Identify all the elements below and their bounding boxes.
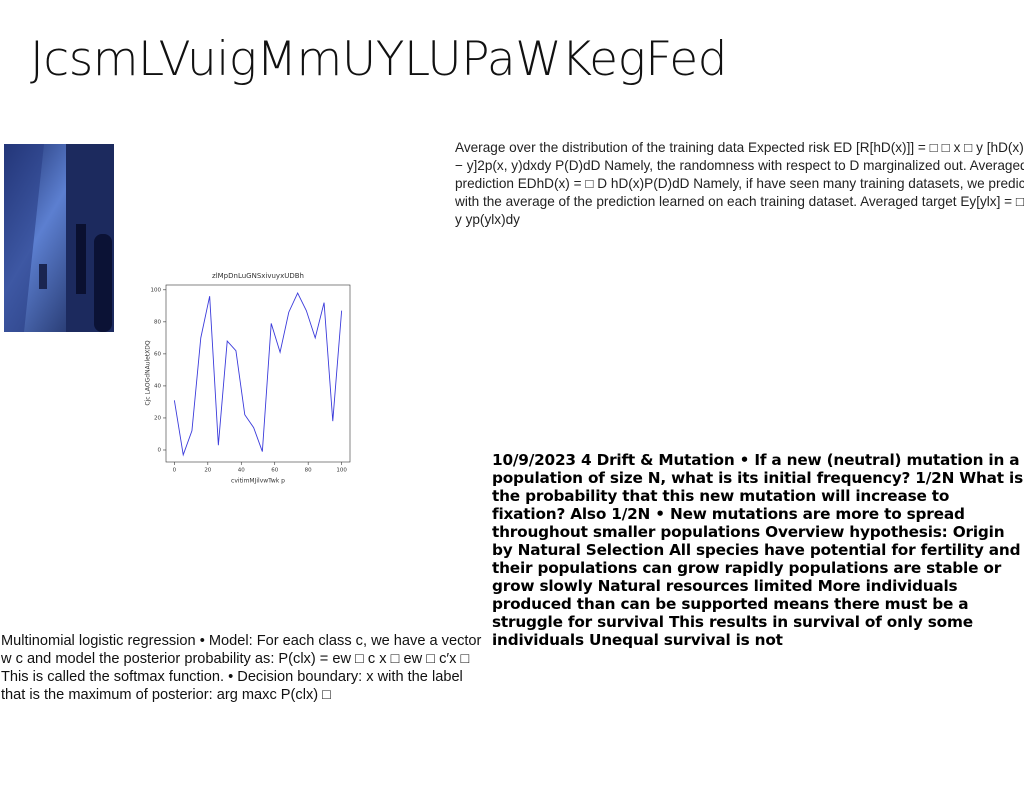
y-tick-label: 20: [154, 415, 161, 421]
x-tick-label: 100: [336, 468, 347, 474]
y-tick-label: 80: [154, 319, 161, 325]
text-block: Multinomial logistic regression • Model:…: [1, 633, 482, 703]
x-tick-label: 60: [271, 468, 278, 474]
text-block: 10/9/2023 4 Drift & Mutation • If a new …: [492, 451, 1023, 649]
x-tick-label: 0: [173, 468, 177, 474]
x-tick-label: 20: [204, 468, 211, 474]
y-tick-label: 100: [151, 287, 162, 293]
y-axis-label: Cjc LAOGdNAuletXDQ: [145, 340, 152, 406]
y-tick-label: 60: [154, 351, 161, 357]
y-tick-label: 40: [154, 383, 161, 389]
x-axis-label: cvitimMJilvwTwk p: [231, 478, 285, 485]
photo: [4, 144, 114, 332]
line: [173, 291, 343, 457]
y-tick-label: 0: [158, 447, 162, 453]
slide-title: JcsmLVuigMmUYLUPaWKegFed: [30, 32, 728, 87]
x-tick-label: 40: [238, 468, 245, 474]
chart: zlMpDnLuGNSxivuyxUDBh cvitimMJilvwTwk p …: [145, 272, 351, 485]
text-block: Average over the distribution of the tra…: [455, 140, 1024, 227]
x-tick-label: 80: [305, 468, 312, 474]
chart-title: zlMpDnLuGNSxivuyxUDBh: [212, 272, 304, 280]
plot-area: [165, 284, 351, 463]
